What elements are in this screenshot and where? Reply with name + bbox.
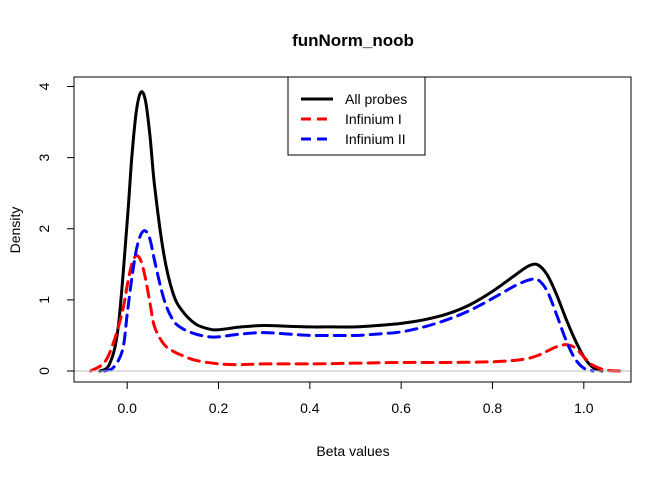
legend-label-infinium-ii: Infinium II	[345, 131, 406, 147]
y-tick-label: 4	[36, 82, 52, 90]
legend-label-infinium-i: Infinium I	[345, 111, 402, 127]
legend-box	[287, 76, 426, 156]
chart-title: funNorm_noob	[292, 31, 414, 50]
x-tick-label: 0.4	[300, 400, 320, 416]
series-line-infinium-ii	[102, 229, 595, 373]
series-curves	[89, 90, 622, 373]
x-tick-label: 0.6	[391, 400, 411, 416]
legend-label-all-probes: All probes	[345, 91, 407, 107]
y-axis-label: Density	[7, 207, 23, 254]
series-line-all-probes	[98, 90, 604, 373]
x-tick-label: 0.0	[117, 400, 137, 416]
series-line-infinium-i	[89, 254, 622, 373]
legend: All probes Infinium I Infinium II	[287, 76, 426, 156]
x-axis-label: Beta values	[316, 443, 389, 459]
y-tick-label: 3	[36, 154, 52, 162]
y-tick-label: 1	[36, 296, 52, 304]
y-tick-label: 2	[36, 225, 52, 233]
x-tick-label: 0.2	[209, 400, 229, 416]
x-tick-label: 1.0	[574, 400, 594, 416]
y-tick-label: 0	[36, 367, 52, 375]
x-tick-label: 0.8	[483, 400, 503, 416]
